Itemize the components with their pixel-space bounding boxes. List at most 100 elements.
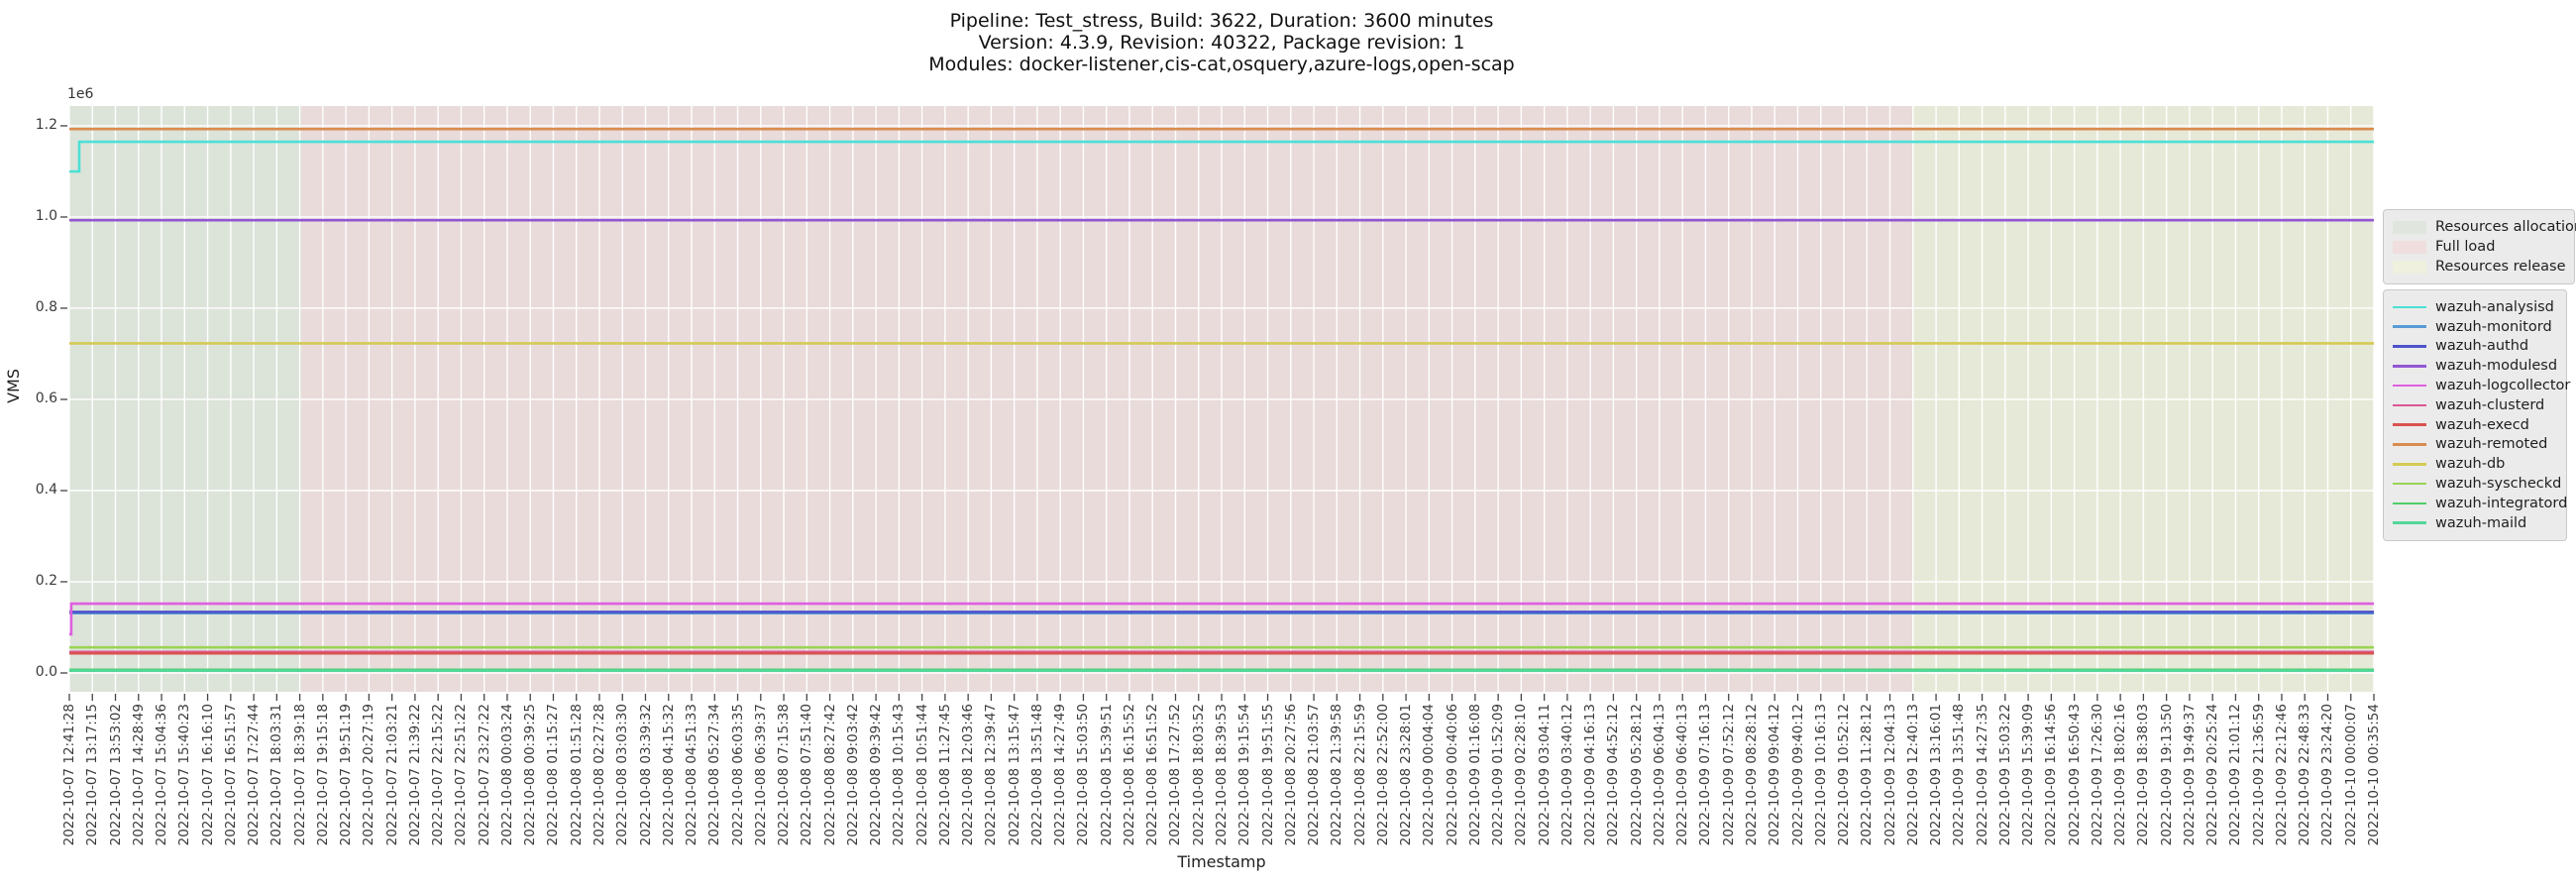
x-tick-label: 2022-10-08 04:15:32 [660, 704, 677, 846]
series-label: wazuh-syscheckd [2435, 476, 2562, 493]
x-tick-label: 2022-10-08 11:27:45 [936, 704, 953, 846]
x-tick-label: 2022-10-08 21:39:58 [1329, 704, 1345, 846]
series-line-swatch [2393, 325, 2426, 328]
phase-color-swatch [2393, 220, 2426, 234]
series-label: wazuh-modulesd [2435, 358, 2558, 375]
x-tick-label: 2022-10-07 19:51:19 [338, 704, 355, 846]
x-tick-label: 2022-10-09 18:02:16 [2112, 704, 2129, 846]
x-tick-label: 2022-10-08 02:27:28 [590, 704, 607, 846]
x-tick-label: 2022-10-09 12:40:13 [1904, 704, 1921, 846]
series-label: wazuh-analysisd [2435, 298, 2554, 315]
series-legend-item: wazuh-analysisd [2393, 297, 2557, 317]
x-tick-label: 2022-10-07 16:51:57 [222, 704, 239, 846]
x-tick-label: 2022-10-08 23:28:01 [1398, 704, 1415, 846]
x-tick-label: 2022-10-07 20:27:19 [361, 704, 377, 846]
x-tick-label: 2022-10-08 22:52:00 [1374, 704, 1391, 846]
x-tick-label: 2022-10-09 07:16:13 [1697, 704, 1714, 846]
x-tick-label: 2022-10-10 00:35:54 [2366, 704, 2382, 846]
x-tick-label: 2022-10-09 21:01:12 [2227, 704, 2244, 846]
y-tick-label: 0.6 [35, 390, 57, 406]
series-label: wazuh-monitord [2435, 318, 2552, 335]
series-line-swatch [2393, 521, 2426, 524]
y-tick-label: 0.8 [35, 298, 57, 315]
x-tick-label: 2022-10-09 22:48:33 [2297, 704, 2313, 846]
x-tick-label: 2022-10-07 14:28:49 [130, 704, 147, 846]
x-tick-label: 2022-10-09 16:14:56 [2043, 704, 2060, 846]
series-line-swatch [2393, 423, 2426, 426]
x-tick-label: 2022-10-07 23:27:22 [476, 704, 492, 846]
series-line-swatch [2393, 502, 2426, 505]
x-tick-label: 2022-10-08 20:27:56 [1282, 704, 1299, 846]
x-tick-label: 2022-10-08 10:15:43 [891, 704, 908, 846]
x-tick-label: 2022-10-08 18:03:52 [1190, 704, 1207, 846]
series-legend-item: wazuh-db [2393, 454, 2557, 474]
x-tick-label: 2022-10-09 16:50:43 [2066, 704, 2083, 846]
x-tick-label: 2022-10-09 08:28:12 [1743, 704, 1760, 846]
x-tick-label: 2022-10-08 09:03:42 [844, 704, 861, 846]
series-label: wazuh-remoted [2435, 436, 2548, 453]
x-tick-label: 2022-10-08 05:27:34 [706, 704, 723, 846]
x-tick-label: 2022-10-07 15:04:36 [154, 704, 170, 846]
series-line-swatch [2393, 443, 2426, 446]
x-tick-label: 2022-10-08 01:51:28 [568, 704, 585, 846]
series-label: wazuh-clusterd [2435, 396, 2545, 413]
x-tick-label: 2022-10-08 09:39:42 [868, 704, 885, 846]
x-tick-label: 2022-10-09 15:39:09 [2020, 704, 2037, 846]
x-tick-label: 2022-10-09 01:16:08 [1466, 704, 1483, 846]
x-tick-label: 2022-10-08 16:15:52 [1121, 704, 1137, 846]
series-legend: wazuh-analysisd wazuh-monitord wazuh-aut… [2383, 289, 2570, 541]
chart-title-line-1: Pipeline: Test_stress, Build: 3622, Dura… [949, 10, 1494, 32]
series-line-wazuh-logcollector [69, 602, 2374, 636]
y-tick-label: 1.0 [35, 207, 57, 224]
x-tick-label: 2022-10-07 13:53:02 [107, 704, 124, 846]
x-tick-label: 2022-10-09 17:26:30 [2089, 704, 2105, 846]
x-tick-label: 2022-10-08 03:39:32 [637, 704, 654, 846]
x-tick-label: 2022-10-09 19:13:50 [2158, 704, 2175, 846]
x-tick-label: 2022-10-07 12:41:28 [61, 704, 77, 846]
series-line-swatch [2393, 403, 2426, 407]
x-tick-label: 2022-10-08 00:39:25 [522, 704, 539, 846]
y-tick-label: 0.0 [35, 664, 57, 680]
x-tick-label: 2022-10-07 21:03:21 [383, 704, 400, 846]
x-tick-label: 2022-10-09 01:52:09 [1490, 704, 1507, 846]
x-tick-label: 2022-10-09 11:28:12 [1859, 704, 1876, 846]
x-tick-label: 2022-10-09 04:16:13 [1582, 704, 1599, 846]
series-line-wazuh-analysisd [69, 140, 2374, 173]
x-tick-label: 2022-10-09 20:25:24 [2204, 704, 2221, 846]
phase-legend-item: Resources release [2393, 257, 2566, 277]
x-tick-label: 2022-10-08 14:27:49 [1052, 704, 1069, 846]
series-legend-item: wazuh-monitord [2393, 317, 2557, 337]
x-tick-label: 2022-10-09 03:40:12 [1558, 704, 1575, 846]
x-tick-label: 2022-10-09 18:38:03 [2135, 704, 2152, 846]
x-tick-label: 2022-10-08 03:03:30 [614, 704, 631, 846]
series-label: wazuh-maild [2435, 514, 2527, 531]
series-label: wazuh-integratord [2435, 495, 2568, 511]
x-tick-label: 2022-10-08 12:03:46 [960, 704, 977, 846]
x-tick-label: 2022-10-07 18:03:31 [268, 704, 285, 846]
x-tick-label: 2022-10-08 06:03:35 [729, 704, 746, 846]
phase-legend: Resources allocation Full load Resources… [2383, 209, 2576, 284]
series-legend-item: wazuh-logcollector [2393, 376, 2570, 395]
x-tick-label: 2022-10-08 15:39:51 [1098, 704, 1115, 846]
series-legend-item: wazuh-integratord [2393, 494, 2567, 513]
x-tick-label: 2022-10-09 04:52:12 [1605, 704, 1622, 846]
series-legend-item: wazuh-syscheckd [2393, 474, 2561, 494]
series-line-swatch [2393, 345, 2426, 348]
x-tick-label: 2022-10-08 08:27:42 [821, 704, 838, 846]
phase-legend-item: Full load [2393, 237, 2565, 257]
series-line-swatch [2393, 482, 2426, 486]
series-legend-item: wazuh-remoted [2393, 435, 2557, 455]
x-tick-label: 2022-10-07 19:15:18 [314, 704, 331, 846]
x-tick-label: 2022-10-09 05:28:12 [1628, 704, 1645, 846]
phase-label: Full load [2435, 239, 2496, 255]
x-tick-label: 2022-10-08 07:51:40 [799, 704, 815, 846]
series-line-swatch [2393, 462, 2426, 466]
x-tick-label: 2022-10-08 06:39:37 [752, 704, 769, 846]
x-tick-label: 2022-10-09 09:40:12 [1789, 704, 1806, 846]
x-tick-label: 2022-10-09 13:51:48 [1951, 704, 1968, 846]
phase-label: Resources release [2435, 259, 2566, 275]
series-label: wazuh-logcollector [2435, 378, 2571, 394]
x-tick-label: 2022-10-08 16:51:52 [1144, 704, 1161, 846]
